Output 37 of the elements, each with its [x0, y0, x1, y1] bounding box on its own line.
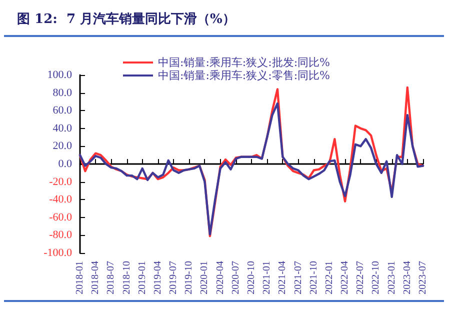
y-tick-label: 80.0 — [52, 86, 72, 99]
x-tick-label: 2018-04 — [90, 261, 102, 294]
x-tick-label: 2021-01 — [262, 261, 273, 294]
x-tick-label: 2022-07 — [355, 261, 366, 294]
legend-label: 中国:销量:乘用车:狭义:零售:同比% — [158, 69, 330, 82]
x-tick-label: 2020-07 — [230, 261, 242, 294]
y-tick-label: 40.0 — [52, 122, 72, 134]
x-tick-label: 2018-07 — [106, 261, 117, 294]
x-tick-label: 2020-04 — [214, 261, 226, 294]
x-tick-label: 2020-10 — [246, 261, 257, 294]
y-tick-label: -60.0 — [49, 211, 72, 224]
y-tick-label: -40.0 — [49, 194, 72, 206]
y-tick-label: 0.0 — [58, 158, 72, 170]
x-tick-label: 2019-01 — [136, 261, 148, 294]
y-tick-label: 60.0 — [52, 104, 72, 117]
y-tick-label: -100.0 — [44, 247, 72, 259]
x-tick-label: 2021-04 — [277, 261, 288, 294]
y-tick-label: 100.0 — [47, 69, 72, 81]
chart-title: 图 12: 7 月汽车销量同比下滑（%） — [17, 11, 236, 27]
legend-label: 中国:销量:乘用车:狭义:批发:同比% — [158, 56, 330, 69]
x-tick-label: 2021-10 — [308, 261, 320, 294]
y-tick-label: -80.0 — [49, 229, 72, 242]
x-tick-label: 2020-01 — [199, 261, 210, 294]
y-tick-label: 20.0 — [52, 140, 72, 152]
x-tick-label: 2023-07 — [418, 261, 428, 294]
x-tick-label: 2019-10 — [184, 261, 195, 294]
x-tick-label: 2023-04 — [402, 261, 413, 294]
x-tick-label: 2022-10 — [370, 261, 382, 294]
x-tick-label: 2019-04 — [152, 261, 164, 294]
y-tick-label: -20.0 — [49, 176, 72, 188]
x-tick-label: 2022-04 — [340, 261, 351, 294]
x-tick-label: 2023-01 — [386, 261, 398, 294]
x-tick-label: 2022-01 — [324, 261, 335, 294]
x-tick-label: 2018-10 — [121, 261, 132, 294]
x-tick-label: 2021-07 — [292, 261, 304, 294]
x-tick-label: 2018-01 — [74, 261, 86, 294]
x-tick-label: 2019-07 — [168, 261, 180, 294]
